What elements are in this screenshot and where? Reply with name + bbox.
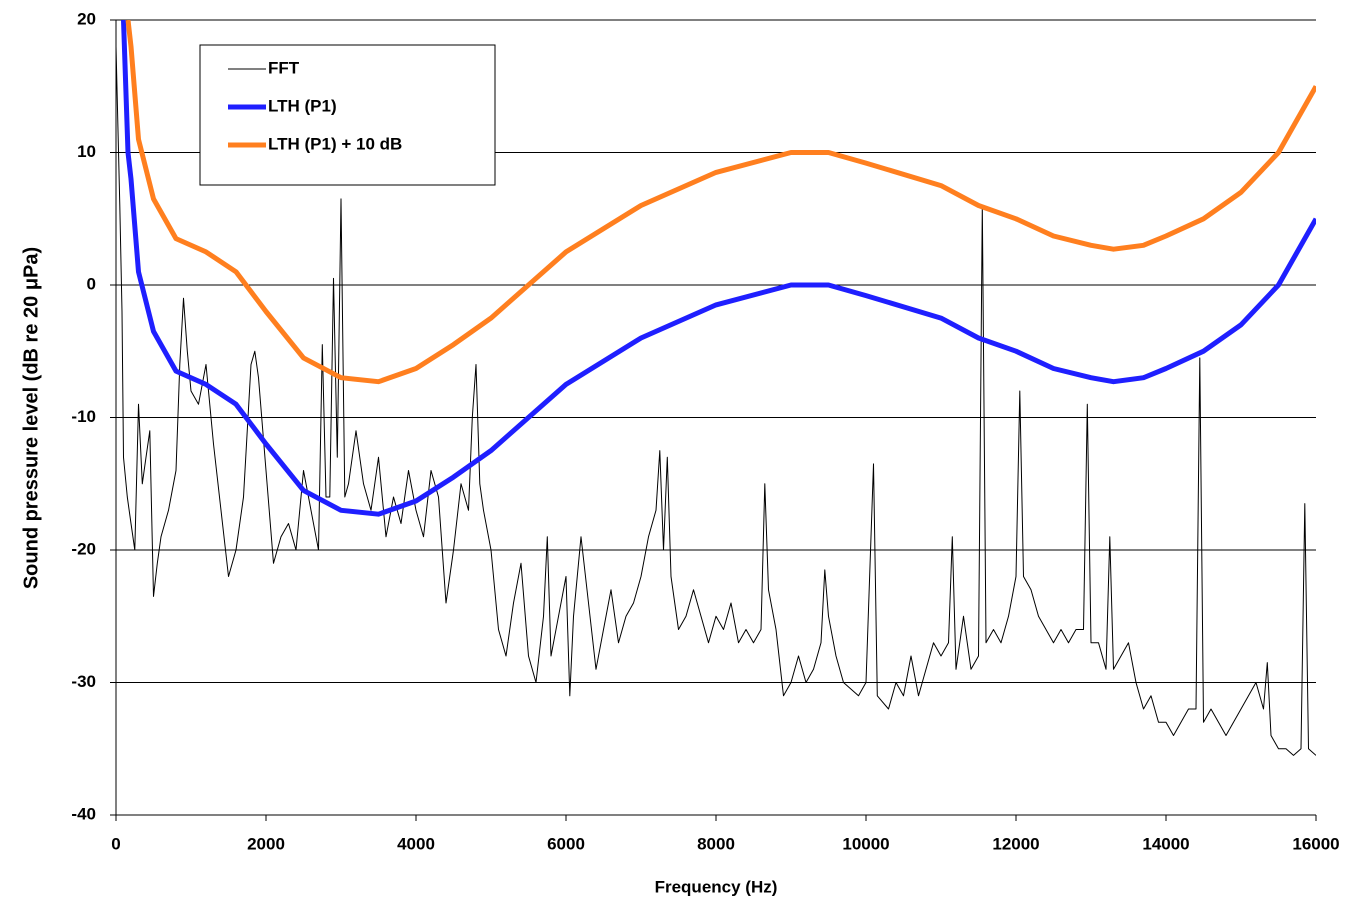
y-tick-label: -20 [71,539,96,558]
x-tick-label: 16000 [1292,834,1339,853]
series-line [121,20,1316,517]
legend-box [199,44,496,186]
y-tick-label: 20 [77,9,96,28]
x-tick-label: 2000 [247,834,285,853]
y-tick-label: -30 [71,672,96,691]
x-axis-title: Frequency (Hz) [655,877,778,896]
legend-label: LTH (P1) + 10 dB [268,134,402,153]
legend-label: FFT [268,58,300,77]
x-tick-label: 10000 [842,834,889,853]
x-tick-label: 4000 [397,834,435,853]
series-line [116,46,1316,756]
y-tick-label: 0 [87,274,96,293]
series-line [125,20,1316,385]
y-tick-label: 10 [77,142,96,161]
x-tick-label: 0 [111,834,120,853]
y-tick-label: -10 [71,407,96,426]
x-tick-label: 12000 [992,834,1039,853]
x-tick-label: 6000 [547,834,585,853]
legend-label: LTH (P1) [268,96,337,115]
y-tick-label: -40 [71,804,96,823]
x-tick-label: 8000 [697,834,735,853]
x-tick-label: 14000 [1142,834,1189,853]
y-axis-title: Sound pressure level (dB re 20 μPa) [20,247,42,589]
